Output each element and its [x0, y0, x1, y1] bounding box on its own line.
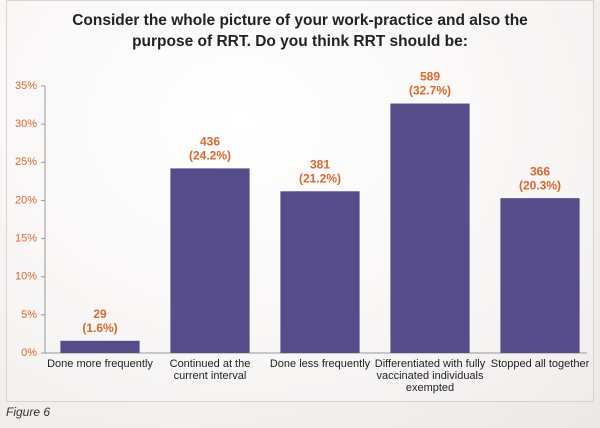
x-tick-label: Done more frequently — [47, 358, 153, 370]
value-label: (20.3%) — [519, 178, 561, 192]
y-tick-label: 10% — [15, 271, 37, 283]
y-tick-label: 15% — [15, 232, 37, 244]
y-tick-label: 0% — [21, 347, 37, 359]
value-label: (32.7%) — [409, 84, 451, 98]
x-tick-label: Continued at the current interval — [169, 358, 251, 382]
y-tick-label: 5% — [21, 309, 37, 321]
chart-title: Consider the whole picture of your work-… — [72, 12, 528, 50]
y-tick-label: 35% — [15, 80, 37, 92]
y-tick-label: 20% — [15, 194, 37, 206]
bar — [280, 191, 360, 353]
x-tick-label: Stopped all together — [490, 358, 590, 370]
count-label: 366 — [530, 164, 550, 178]
value-label: (24.2%) — [189, 149, 231, 163]
value-label: (21.2%) — [299, 171, 341, 185]
y-tick-label: 30% — [15, 118, 37, 130]
x-tick-label: Differentiated with fully vaccinated ind… — [374, 358, 486, 394]
x-tick-label: Done less frequently — [269, 358, 371, 370]
caption: Figure 6 — [6, 405, 51, 419]
count-label: 589 — [420, 70, 440, 84]
bar — [60, 340, 140, 353]
y-tick-label: 25% — [15, 156, 37, 168]
bar — [390, 103, 470, 353]
bar — [170, 168, 250, 353]
count-label: 29 — [93, 307, 107, 321]
bar — [500, 198, 580, 353]
value-label: (1.6%) — [82, 321, 117, 335]
count-label: 381 — [310, 157, 330, 171]
count-label: 436 — [200, 135, 220, 149]
